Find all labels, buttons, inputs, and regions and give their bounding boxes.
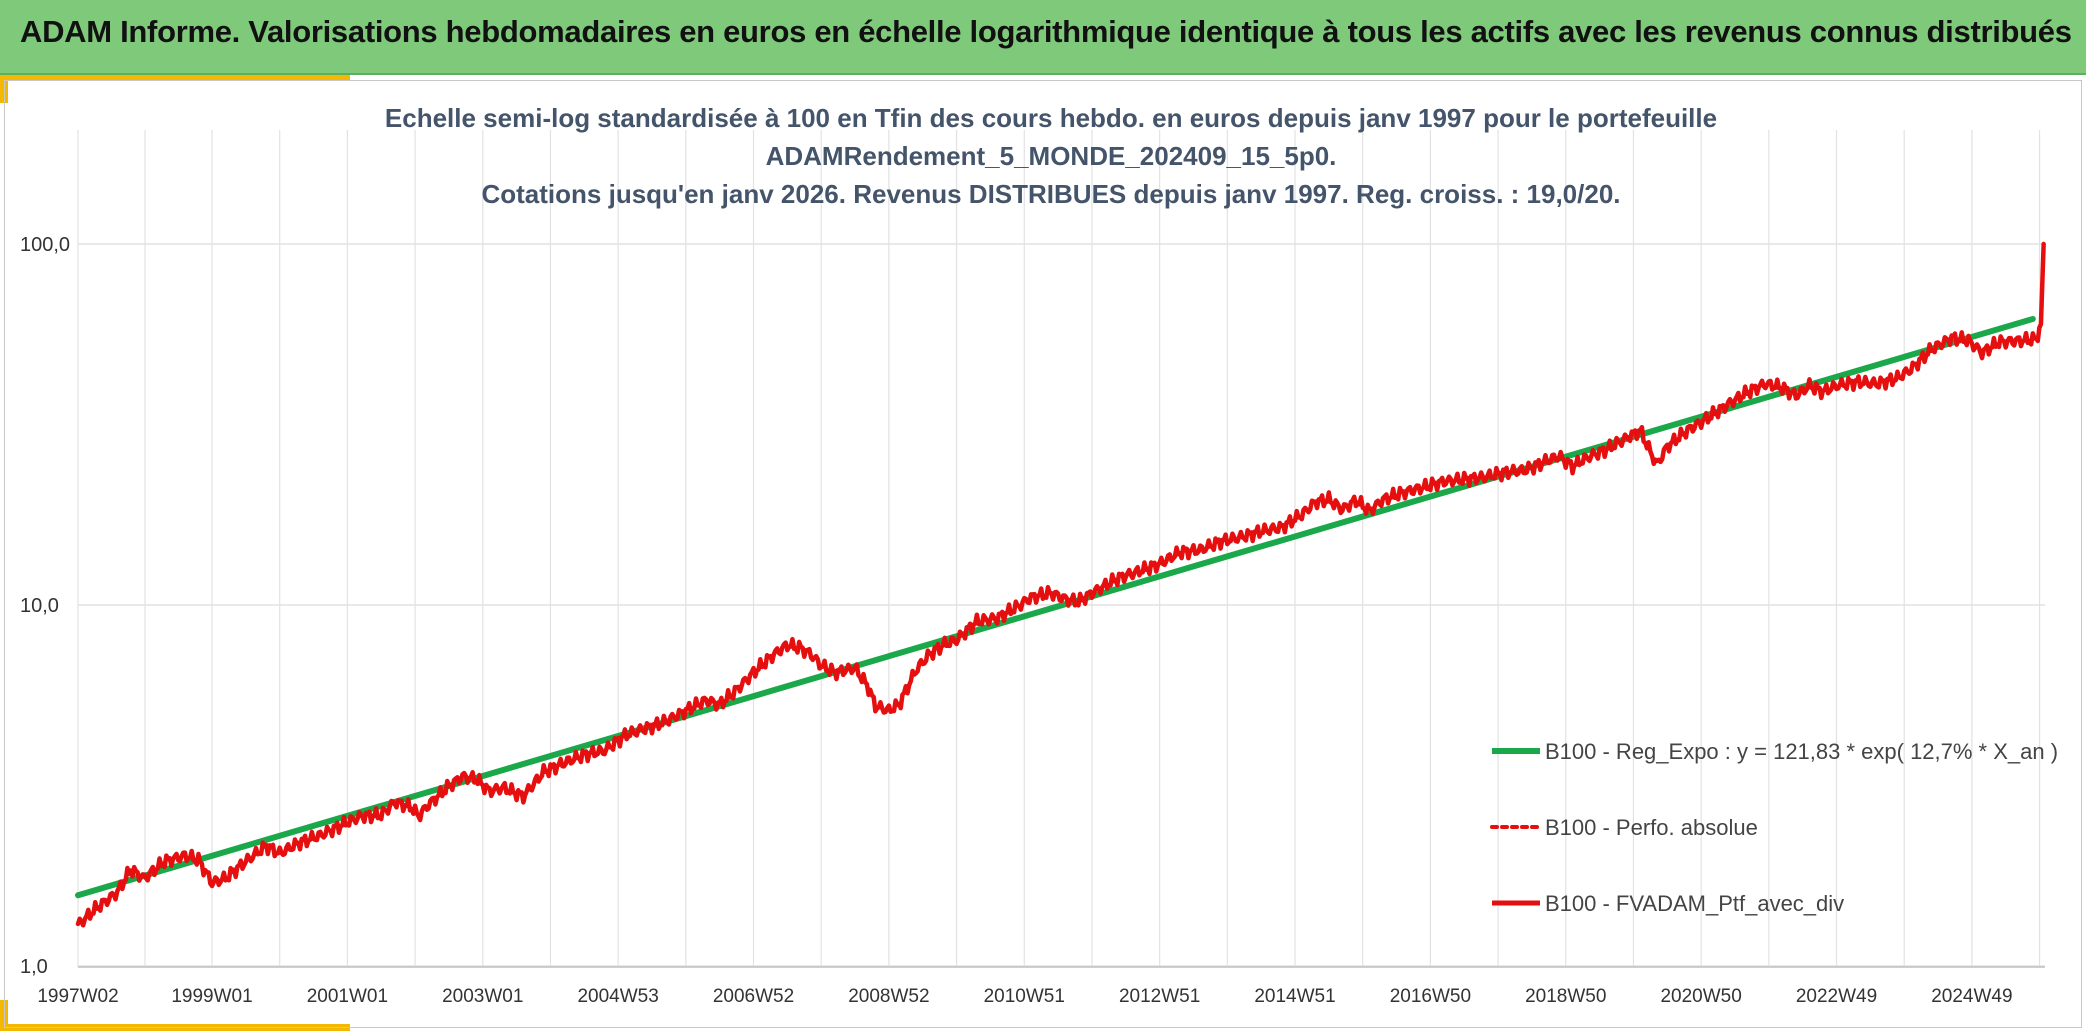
x-tick-label: 2004W53 [577, 986, 658, 1007]
x-tick-label: 2008W52 [848, 986, 929, 1007]
y-tick-label: 10,0 [20, 595, 59, 617]
x-tick-label: 2016W50 [1390, 986, 1471, 1007]
x-tick-label: 2020W50 [1660, 986, 1741, 1007]
chart-title-line-1: Echelle semi-log standardisée à 100 en T… [385, 103, 1717, 133]
chart-frame [4, 80, 2082, 1028]
chart-title-line-3: Cotations jusqu'en janv 2026. Revenus DI… [481, 179, 1620, 209]
legend-label: B100 - Perfo. absolue [1545, 815, 1758, 840]
chart-title: Echelle semi-log standardisée à 100 en T… [385, 103, 1717, 209]
series-lines [75, 241, 2046, 928]
header-banner: ADAM Informe. Valorisations hebdomadaire… [0, 0, 2086, 75]
x-tick-label: 2001W01 [307, 986, 388, 1007]
x-tick-label: 2010W51 [984, 986, 1065, 1007]
x-tick-label: 2003W01 [442, 986, 523, 1007]
accent-bar-top-horizontal [0, 75, 350, 81]
x-tick-label: 2012W51 [1119, 986, 1200, 1007]
x-tick-label: 1999W01 [171, 986, 252, 1007]
x-tick-label: 2014W51 [1254, 986, 1335, 1007]
x-tick-label: 2006W52 [713, 986, 794, 1007]
y-axis-ticks: 1,0 10,0 100,0 [20, 234, 70, 978]
y-tick-label: 100,0 [20, 234, 70, 256]
x-tick-label: 2018W50 [1525, 986, 1606, 1007]
chart-title-line-2: ADAMRendement_5_MONDE_202409_15_5p0. [766, 141, 1337, 171]
regression-line [75, 315, 2036, 899]
x-tick-label: 2024W49 [1931, 986, 2012, 1007]
legend-label: B100 - FVADAM_Ptf_avec_div [1545, 891, 1844, 916]
portfolio-line [75, 241, 2046, 928]
y-tick-label: 1,0 [20, 956, 48, 978]
x-tick-label: 2022W49 [1796, 986, 1877, 1007]
page-title: ADAM Informe. Valorisations hebdomadaire… [20, 14, 2072, 49]
grid-lines [77, 130, 2045, 968]
x-tick-label: 1997W02 [37, 986, 118, 1007]
legend: B100 - Reg_Expo : y = 121,83 * exp( 12,7… [1490, 739, 2058, 916]
legend-label: B100 - Reg_Expo : y = 121,83 * exp( 12,7… [1545, 739, 2058, 764]
x-axis-ticks: 1997W02 1999W01 2001W01 2003W01 2004W53 2006W… [37, 986, 2012, 1007]
